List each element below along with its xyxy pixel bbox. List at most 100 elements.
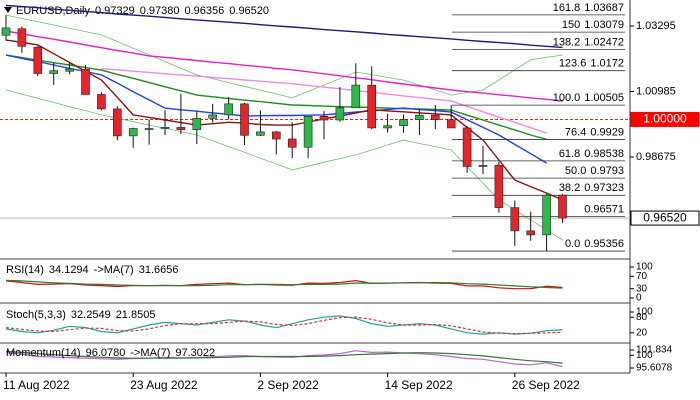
fib-ratio: 161.8 [553,2,581,14]
price-label: 0.96520 [643,210,687,224]
fib-ratio: 38.2 [559,182,580,194]
candle-body [17,28,27,47]
indicator-readout: Stoch(5,3,3) [6,309,66,321]
candle-body [81,68,90,95]
indicator-readout: Momentum(14) [6,347,81,359]
fib-price: 0.9929 [590,126,624,138]
x-tick-label: 11 Aug 2022 [3,378,70,392]
candle-body [208,114,217,119]
candle-body [367,84,377,129]
candle-body [65,68,74,72]
candle-body [160,127,170,129]
indicator-line [5,4,563,49]
candle-body [33,46,43,74]
candle-body [494,165,504,208]
fib-price: 0.95356 [584,238,624,250]
candle-body [271,131,281,140]
price-label: 1.00000 [643,112,687,126]
candle-body [478,165,488,167]
fib-price: 1.03687 [584,2,624,14]
candle-body [415,114,424,121]
candle-body [1,27,11,36]
candle-body [287,138,297,148]
ohlc-value: 0.96520 [229,5,269,17]
y-tick-label: 0 [636,293,642,304]
candle-body [303,116,313,148]
indicator-line [5,54,547,140]
indicator-line [101,68,547,134]
fib-price: 0.98538 [584,148,624,160]
candle-body [399,119,408,126]
fib-ratio: 76.4 [565,126,586,138]
y-tick-label: 80 [636,312,648,323]
indicator-readout: 21.8505 [116,309,156,321]
fib-price: 0.97323 [584,182,624,194]
y-tick-label: 70 [636,271,648,282]
candle-body [256,131,265,136]
indicator-readout: 34.1294 [49,264,89,276]
symbol-marker [4,7,12,13]
candle-body [176,127,186,130]
y-tick-label: 1.00985 [636,85,676,97]
fib-ratio: 100.0 [553,92,581,104]
y-tick-label: 100 [636,307,653,318]
candle-body [144,128,154,130]
y-tick-label: 1.03295 [636,20,676,32]
candle-body [430,114,440,121]
candle-body [462,127,472,167]
x-tick-label: 14 Sep 2022 [385,378,453,392]
indicator-line [5,54,547,164]
price-label-box [630,111,700,127]
candle-body [335,107,345,121]
fib-ratio: 123.6 [559,58,587,70]
y-tick-label: 0.98675 [636,151,676,163]
indicator-readout: 97.3022 [175,347,215,359]
candle-body [240,103,249,136]
fib-ratio: 138.2 [553,36,581,48]
y-tick-label: 20 [636,327,648,338]
price-label-box [630,210,700,226]
y-tick-label: 95.6078 [636,363,673,374]
indicator-line [5,316,563,335]
ohlc-value: 0.96356 [185,5,225,17]
candle-body [383,125,392,129]
fib-ratio: 50.0 [565,165,586,177]
fib-price: 0.96571 [584,204,624,216]
fib-price: 1.02472 [584,36,624,48]
indicator-line [5,279,563,289]
candle-body [510,207,520,232]
candle-body [113,108,122,137]
indicator-readout: ->MA(7) [130,347,170,359]
x-tick-label: 23 Aug 2022 [130,378,198,392]
indicator-readout: 32.2549 [71,309,111,321]
candle-body [319,116,329,121]
fib-price: 0.9793 [590,165,624,177]
y-tick-label: 100 [636,350,653,361]
y-tick-label: 101.834 [636,345,673,356]
candle-body [224,103,233,116]
candle-body [558,194,567,219]
indicator-line [5,89,563,241]
fib-ratio: 0.0 [565,238,580,250]
candle-body [128,128,138,137]
candle-body [351,84,361,109]
indicator-readout: RSI(14) [6,264,44,276]
indicator-readout: 31.6656 [139,264,179,276]
candle-body [446,119,456,129]
candle-body [542,194,551,236]
indicator-readout: ->MA(7) [94,264,134,276]
fib-price: 1.03079 [584,19,624,31]
candle-body [49,70,59,74]
candle-body [526,230,536,236]
indicator-line [5,350,563,364]
fib-price: 1.00505 [584,92,624,104]
fib-price: 1.0172 [590,58,624,70]
indicator-line [5,315,563,335]
candle-body [192,117,202,130]
x-tick-label: 2 Sep 2022 [257,378,319,392]
fib-ratio: 150 [562,19,580,31]
indicator-readout: 96.0780 [86,347,126,359]
ohlc-value: 0.97380 [140,5,180,17]
fib-ratio: 61.8 [559,148,580,160]
